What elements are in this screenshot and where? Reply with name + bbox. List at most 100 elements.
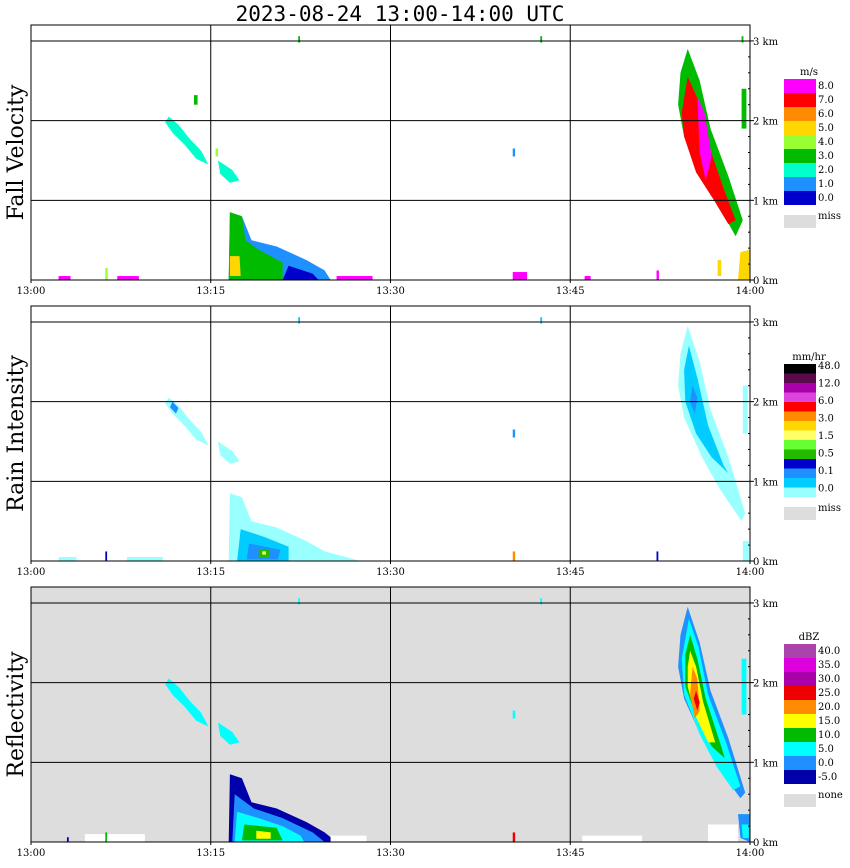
refl-surface-white (582, 835, 643, 842)
echo-layer-2 (66, 598, 750, 842)
y-tick-label: 0 km (753, 838, 779, 849)
echo-right-magenta (697, 96, 712, 181)
echo-streak-mid (165, 116, 209, 165)
x-tick-label: 13:30 (376, 567, 405, 578)
rain-small (512, 429, 516, 438)
x-tick-label: 13:45 (556, 286, 585, 297)
refl-right-speck (741, 658, 747, 715)
x-tick-label: 14:00 (736, 286, 765, 297)
y-tick-label: 2 km (753, 398, 779, 409)
colorbar-swatch (784, 163, 816, 177)
colorbar-unit: dBZ (799, 632, 820, 643)
colorbar-swatch (784, 742, 816, 756)
y-tick-label: 1 km (753, 758, 779, 769)
echo-low-yellow (229, 256, 241, 276)
colorbar-swatch (784, 430, 816, 440)
colorbar-label: 15.0 (818, 716, 840, 727)
colorbar-label: 5.0 (818, 744, 834, 755)
echo-small (512, 148, 516, 157)
x-tick-label: 13:30 (376, 848, 405, 859)
echo-top-speck (540, 36, 543, 43)
x-tick-label: 13:00 (17, 567, 46, 578)
colorbar-swatch (784, 191, 816, 205)
echo-surface-speck (105, 268, 108, 280)
refl-top-speck (540, 598, 543, 605)
colorbar-swatch (784, 392, 816, 402)
echo-surface-speck (336, 276, 373, 280)
y-tick-label: 3 km (753, 318, 779, 329)
refl-low-yellow (256, 830, 271, 839)
colorbar-label: 5.0 (818, 123, 834, 134)
colorbar-swatch (784, 686, 816, 700)
colorbar-label: 1.0 (818, 179, 834, 190)
colorbar-label: 6.0 (818, 109, 834, 120)
colorbar-swatch (784, 658, 816, 672)
rain-surface-speck (58, 557, 77, 561)
colorbar-label: 3.0 (818, 151, 834, 162)
echo-streak-speck (193, 95, 198, 105)
y-tick-label: 0 km (753, 276, 779, 287)
echo-right-low (738, 249, 750, 280)
colorbar-missing-label: miss (818, 503, 841, 514)
rain-surface-speck (105, 551, 108, 561)
colorbar-swatch (784, 177, 816, 191)
y-tick-label: 0 km (753, 557, 779, 568)
colorbar-swatch (784, 79, 816, 93)
colorbar-label: 8.0 (818, 81, 834, 92)
echo-top-speck (741, 36, 744, 43)
colorbar-missing-label: none (818, 790, 843, 801)
echo-surface-speck (512, 272, 528, 280)
refl-surface-speck (105, 832, 108, 842)
refl-right-red (693, 690, 700, 711)
y-tick-label: 2 km (753, 679, 779, 690)
x-tick-label: 13:30 (376, 286, 405, 297)
echo-surface-speck (117, 276, 139, 280)
x-tick-label: 13:15 (196, 848, 225, 859)
refl-streak-mid (165, 678, 209, 727)
colorbar-swatch (784, 383, 816, 393)
rain-right-speck (742, 541, 749, 561)
colorbar-missing-swatch (784, 794, 816, 807)
rain-streak-core (170, 401, 179, 414)
x-tick-label: 13:00 (17, 286, 46, 297)
colorbar-unit: mm/hr (792, 352, 826, 363)
colorbar-swatch (784, 644, 816, 658)
refl-surface-white (330, 835, 367, 842)
colorbar-swatch (784, 373, 816, 383)
colorbar-label: 48.0 (818, 361, 840, 372)
colorbar-swatch (784, 121, 816, 135)
colorbar-label: 0.0 (818, 193, 834, 204)
colorbar-label: 35.0 (818, 660, 840, 671)
colorbar-label: 12.0 (818, 379, 840, 390)
refl-right-low-core (741, 824, 749, 838)
x-tick-label: 13:45 (556, 567, 585, 578)
echo-layer-0 (58, 36, 750, 280)
colorbar-swatch (784, 402, 816, 412)
colorbar-swatch (784, 149, 816, 163)
echo-surface-speck (656, 270, 659, 280)
x-tick-label: 13:15 (196, 567, 225, 578)
rain-top-speck (298, 317, 301, 324)
colorbar-swatch (784, 364, 816, 374)
colorbar-swatch (784, 478, 816, 488)
x-tick-label: 13:00 (17, 848, 46, 859)
refl-surface-speck (66, 837, 69, 842)
colorbar-missing-label: miss (818, 211, 841, 222)
rain-right-core (690, 385, 698, 414)
colorbar-swatch (784, 714, 816, 728)
colorbar-label: 1.5 (818, 431, 834, 442)
echo-top-speck (298, 36, 301, 43)
colorbar-swatch (784, 93, 816, 107)
y-tick-label: 1 km (753, 477, 779, 488)
colorbar-swatch (784, 487, 816, 497)
y-axis-label: Reflectivity (4, 651, 29, 778)
y-axis-label: Rain Intensity (4, 354, 29, 511)
colorbar-label: 0.0 (818, 758, 834, 769)
y-tick-label: 3 km (753, 37, 779, 48)
colorbar-label: 40.0 (818, 646, 840, 657)
y-tick-label: 3 km (753, 599, 779, 610)
colorbar-label: 0.5 (818, 449, 834, 460)
refl-top-speck (298, 598, 301, 605)
colorbar-label: 20.0 (818, 702, 840, 713)
